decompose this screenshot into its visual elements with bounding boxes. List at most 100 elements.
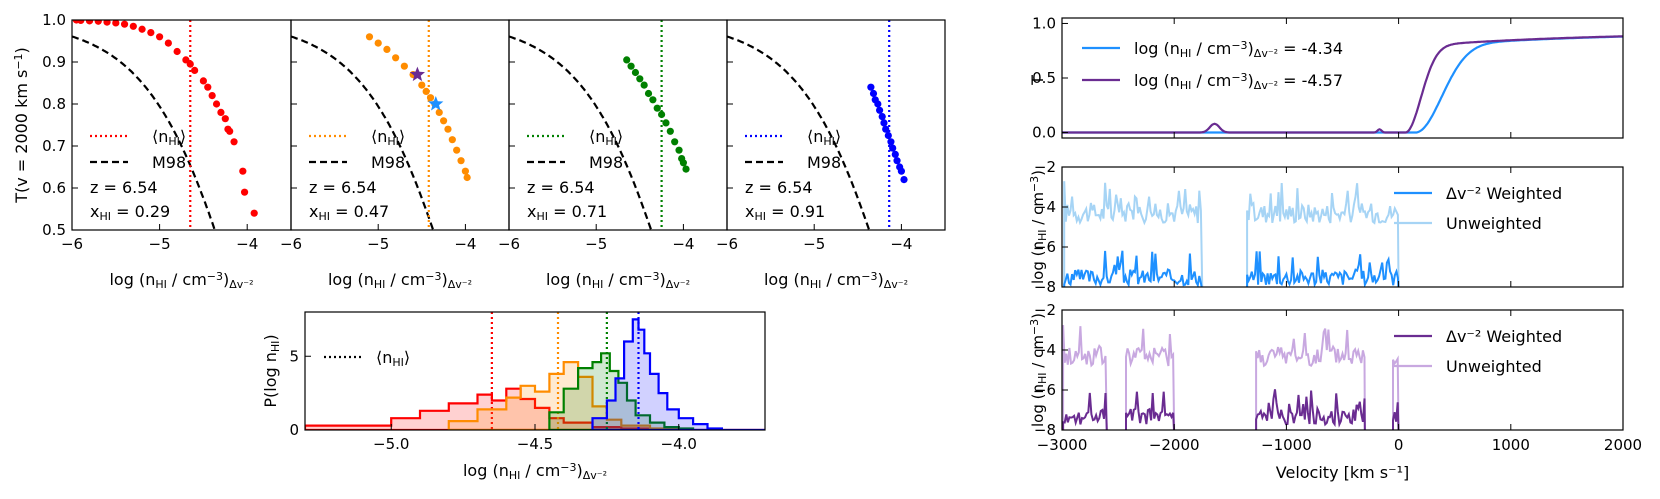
data-point xyxy=(889,144,897,152)
histogram-outline xyxy=(447,361,680,430)
data-point xyxy=(120,20,129,28)
y-tick-label: −2 xyxy=(1034,301,1056,319)
transmission-curve xyxy=(1062,35,1623,134)
data-point xyxy=(156,33,164,41)
data-point xyxy=(876,106,884,114)
y-axis-label: P(log nHI) xyxy=(261,334,282,407)
x-tick-label: −4.0 xyxy=(661,435,697,453)
data-point xyxy=(77,20,85,25)
data-point xyxy=(204,83,212,91)
histogram-outline xyxy=(548,352,695,430)
histogram-outline xyxy=(591,318,765,430)
data-point xyxy=(444,125,452,133)
x-tick-label: −4.5 xyxy=(517,435,553,453)
y-tick-label: −8 xyxy=(1034,421,1056,439)
y-tick-label: 0.7 xyxy=(42,137,66,155)
panel-frame xyxy=(726,19,946,231)
redshift-label: z = 6.54 xyxy=(745,178,813,197)
data-point xyxy=(627,62,635,70)
y-axis-label: log (nHI / cm−3) xyxy=(1028,170,1049,284)
x-tick-label: −4 xyxy=(236,235,258,253)
x-axis-label: log (nHI / cm−3)Δv⁻² xyxy=(463,461,607,482)
y-tick-label: −8 xyxy=(1034,278,1056,296)
y-tick-label: 0.8 xyxy=(42,95,66,113)
data-point xyxy=(85,20,94,25)
data-point xyxy=(869,89,878,98)
x-tick-label: −4 xyxy=(672,235,694,253)
x-tick-label: 1000 xyxy=(1492,436,1530,454)
legend-label: log (nHI / cm−3)Δv⁻² = -4.34 xyxy=(1134,39,1343,60)
y-tick-label: 0 xyxy=(289,421,299,439)
x-tick-label: −4 xyxy=(890,235,912,253)
data-point xyxy=(164,39,172,47)
y-axis-label: T xyxy=(1028,75,1047,86)
data-point xyxy=(374,39,382,47)
data-point xyxy=(199,77,207,85)
data-point xyxy=(658,110,666,119)
x-tick-label: −5 xyxy=(149,235,171,253)
legend-label: log (nHI / cm−3)Δv⁻² = -4.57 xyxy=(1134,71,1343,92)
y-tick-label: 0.5 xyxy=(1032,69,1056,87)
x-tick-label: −4 xyxy=(454,235,476,253)
y-tick-label: 1.0 xyxy=(1032,14,1056,32)
data-point xyxy=(675,146,683,154)
panel-4: −6 −5 −4 log (nHI / cm−3)Δv⁻² ⟨nHI⟩ M98 z = 6.… xyxy=(716,19,912,291)
data-point xyxy=(662,119,670,127)
density-frame xyxy=(1061,166,1624,288)
y-tick-label: 1.0 xyxy=(42,11,66,29)
legend-label-m98: M98 xyxy=(807,153,841,172)
data-point xyxy=(191,66,199,74)
data-point xyxy=(208,92,216,100)
neutral-fraction-label: xHI = 0.29 xyxy=(90,202,170,223)
y-tick-label: 5 xyxy=(289,347,299,365)
data-point xyxy=(653,104,661,112)
m98-curve xyxy=(72,35,216,230)
data-point xyxy=(129,22,137,30)
x-tick-label: −6 xyxy=(280,235,302,253)
star-marker xyxy=(428,96,444,111)
y-tick-label: 0.5 xyxy=(42,221,66,239)
x-tick-label: −3000 xyxy=(1037,436,1088,454)
plot-area xyxy=(509,20,690,230)
data-point xyxy=(112,20,120,27)
x-tick-label: −5 xyxy=(803,235,825,253)
redshift-label: z = 6.54 xyxy=(90,178,158,197)
data-point xyxy=(900,176,908,184)
legend-label-mean: ⟨nHI⟩ xyxy=(376,348,410,369)
data-point xyxy=(173,47,181,56)
data-point xyxy=(448,136,456,144)
panel-2: −6 −5 −4 log (nHI / cm−3)Δv⁻² ⟨nHI⟩ M98 z = 6.… xyxy=(280,19,476,291)
y-tick-label: 0.6 xyxy=(42,179,66,197)
plot-area xyxy=(291,20,471,230)
x-axis-label: log (nHI / cm−3)Δv⁻² xyxy=(546,270,690,291)
legend-label: Unweighted xyxy=(1446,214,1542,233)
data-point xyxy=(217,108,225,116)
x-tick-label: −1000 xyxy=(1261,436,1312,454)
data-point xyxy=(212,100,221,108)
data-point xyxy=(891,150,899,158)
plot-area xyxy=(1062,35,1623,134)
x-tick-label: −5 xyxy=(367,235,389,253)
data-point xyxy=(679,159,688,167)
data-point xyxy=(649,96,657,104)
redshift-label: z = 6.54 xyxy=(527,178,595,197)
m98-curve xyxy=(291,35,435,230)
x-tick-label: −6 xyxy=(716,235,738,253)
redshift-label: z = 6.54 xyxy=(309,178,377,197)
m98-curve xyxy=(509,35,653,230)
data-point xyxy=(103,20,111,26)
x-axis-label: log (nHI / cm−3)Δv⁻² xyxy=(328,270,472,291)
legend-label-mean: ⟨nHI⟩ xyxy=(807,127,841,148)
x-tick-label: −5.0 xyxy=(373,435,409,453)
histogram-fill xyxy=(549,353,694,430)
x-tick-label: −6 xyxy=(61,235,83,253)
y-axis-label: T(v = 2000 km s−1) xyxy=(12,47,31,204)
y-tick-label: −6 xyxy=(1034,238,1056,256)
data-point xyxy=(383,45,391,54)
legend-label-mean: ⟨nHI⟩ xyxy=(152,127,186,148)
data-point xyxy=(867,83,875,91)
data-point xyxy=(186,60,194,68)
x-tick-label: −2000 xyxy=(1149,436,1200,454)
plot-area xyxy=(72,20,258,230)
